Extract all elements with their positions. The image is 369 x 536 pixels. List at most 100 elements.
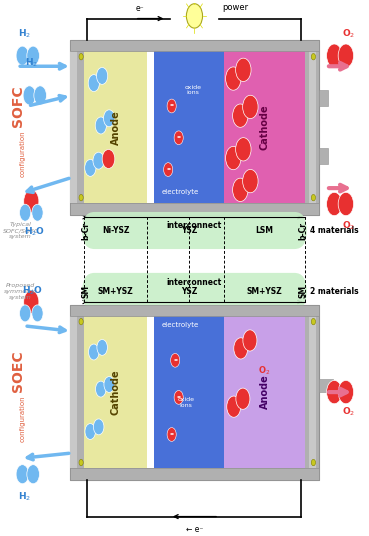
Circle shape xyxy=(338,192,354,215)
Text: 2 materials: 2 materials xyxy=(310,287,359,296)
Bar xyxy=(154,316,224,468)
Text: Anode: Anode xyxy=(260,375,270,410)
Circle shape xyxy=(232,178,248,202)
Text: power: power xyxy=(223,3,249,12)
Text: H$_2$: H$_2$ xyxy=(18,27,31,40)
Circle shape xyxy=(234,338,248,359)
Text: SM: SM xyxy=(81,285,90,298)
Bar xyxy=(70,203,319,214)
Circle shape xyxy=(16,465,29,484)
Text: =: = xyxy=(177,135,181,140)
Circle shape xyxy=(170,353,180,367)
Text: SM+YSZ: SM+YSZ xyxy=(247,287,283,296)
Text: b-Cr: b-Cr xyxy=(81,221,90,240)
Circle shape xyxy=(102,150,115,168)
Text: O$_2$: O$_2$ xyxy=(258,364,271,377)
Text: e⁻: e⁻ xyxy=(136,4,144,13)
Bar xyxy=(305,316,310,468)
Text: Anode: Anode xyxy=(110,110,121,145)
Circle shape xyxy=(163,163,173,176)
Circle shape xyxy=(104,376,114,392)
Circle shape xyxy=(225,146,241,170)
Circle shape xyxy=(225,67,241,90)
Circle shape xyxy=(327,381,342,404)
Circle shape xyxy=(24,291,39,314)
Bar xyxy=(70,51,77,203)
Bar xyxy=(70,316,77,468)
Bar xyxy=(84,51,147,203)
Bar xyxy=(84,51,305,203)
Circle shape xyxy=(311,195,315,201)
Circle shape xyxy=(327,44,342,68)
Text: H$_2$: H$_2$ xyxy=(18,490,31,503)
Circle shape xyxy=(95,117,107,134)
Text: O$_2$: O$_2$ xyxy=(342,27,355,40)
FancyBboxPatch shape xyxy=(82,273,307,310)
Text: SM: SM xyxy=(299,285,308,298)
Text: O$_2$: O$_2$ xyxy=(342,405,355,418)
Circle shape xyxy=(311,54,315,60)
Text: SOFC: SOFC xyxy=(11,85,25,127)
Text: b-Cr: b-Cr xyxy=(299,221,308,240)
Text: =: = xyxy=(170,432,174,437)
Circle shape xyxy=(89,344,99,360)
Text: SM+YSZ: SM+YSZ xyxy=(98,287,133,296)
Bar xyxy=(319,379,333,392)
Text: H$_2$O: H$_2$O xyxy=(24,225,45,237)
Text: Cathode: Cathode xyxy=(260,105,270,150)
Circle shape xyxy=(20,204,31,221)
Bar xyxy=(224,51,305,203)
Circle shape xyxy=(227,396,241,417)
Circle shape xyxy=(338,44,354,68)
Circle shape xyxy=(236,58,251,81)
Text: =: = xyxy=(173,358,177,363)
Text: oxide
ions: oxide ions xyxy=(177,397,194,408)
Circle shape xyxy=(79,318,83,325)
Bar xyxy=(77,51,81,203)
Bar xyxy=(70,40,319,51)
Bar xyxy=(77,316,81,468)
Bar xyxy=(319,148,328,164)
Text: interconnect: interconnect xyxy=(167,221,222,230)
Text: Proposed
symmetric
system: Proposed symmetric system xyxy=(4,283,38,300)
Circle shape xyxy=(24,190,39,213)
Bar xyxy=(224,316,305,468)
Text: SOEC: SOEC xyxy=(11,350,25,392)
Circle shape xyxy=(236,138,251,161)
Text: configuration: configuration xyxy=(20,395,26,442)
Text: LSM: LSM xyxy=(256,226,274,235)
Circle shape xyxy=(27,465,39,484)
Circle shape xyxy=(23,86,36,105)
Circle shape xyxy=(85,423,96,440)
Text: =: = xyxy=(166,167,170,172)
Text: electrolyte: electrolyte xyxy=(161,189,199,195)
Circle shape xyxy=(103,110,115,126)
Circle shape xyxy=(167,428,176,441)
Circle shape xyxy=(327,192,342,215)
Circle shape xyxy=(93,152,104,169)
Circle shape xyxy=(20,305,31,322)
Text: H$_2$: H$_2$ xyxy=(25,56,38,69)
Circle shape xyxy=(186,4,203,28)
Circle shape xyxy=(85,159,96,176)
Text: oxide
ions: oxide ions xyxy=(184,85,201,95)
Circle shape xyxy=(79,54,83,60)
Text: electrolyte: electrolyte xyxy=(161,322,199,327)
Text: H$_2$O: H$_2$O xyxy=(23,284,44,297)
Bar xyxy=(305,51,310,203)
Circle shape xyxy=(311,318,315,325)
Text: configuration: configuration xyxy=(20,130,26,177)
Circle shape xyxy=(93,419,104,435)
Bar xyxy=(70,304,319,316)
Circle shape xyxy=(167,99,176,113)
Bar xyxy=(70,468,319,480)
Text: =: = xyxy=(177,395,181,400)
Bar xyxy=(84,316,147,468)
Circle shape xyxy=(32,305,43,322)
Circle shape xyxy=(79,459,83,466)
Circle shape xyxy=(311,459,315,466)
Bar xyxy=(84,316,305,468)
Text: 4 materials: 4 materials xyxy=(310,226,359,235)
Circle shape xyxy=(88,75,100,92)
Text: Typical
SOFC/SOEC
system: Typical SOFC/SOEC system xyxy=(3,222,39,239)
